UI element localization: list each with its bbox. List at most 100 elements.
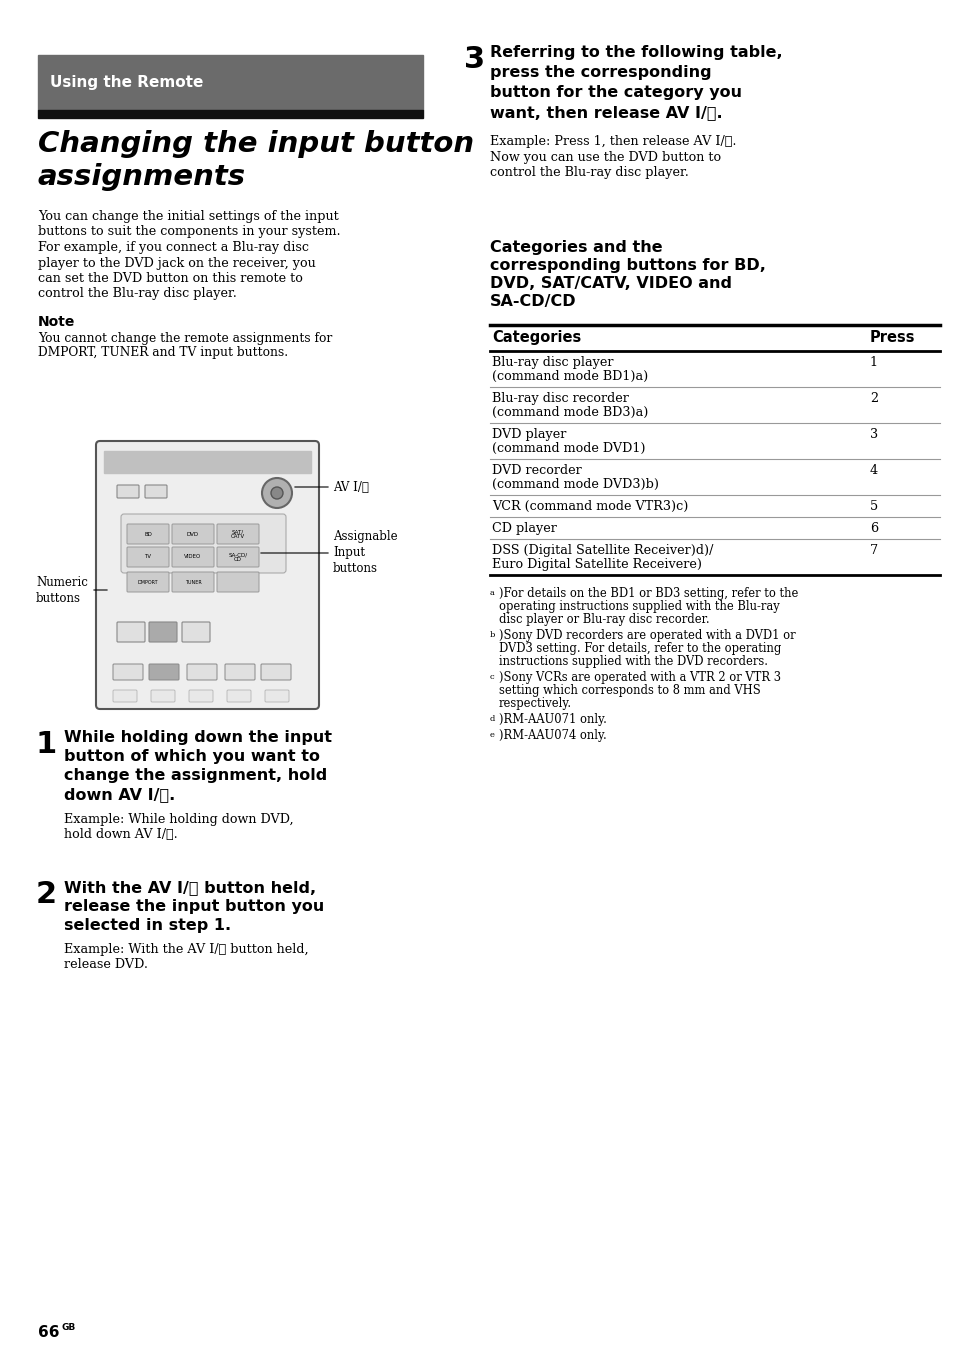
Text: button for the category you: button for the category you [490,85,741,100]
Text: You can change the initial settings of the input: You can change the initial settings of t… [38,210,338,223]
Text: control the Blu-ray disc player.: control the Blu-ray disc player. [490,166,688,178]
FancyBboxPatch shape [227,690,251,702]
Text: release DVD.: release DVD. [64,959,148,971]
Text: For example, if you connect a Blu-ray disc: For example, if you connect a Blu-ray di… [38,241,309,254]
Text: control the Blu-ray disc player.: control the Blu-ray disc player. [38,288,236,300]
Text: DVD: DVD [187,531,199,537]
Text: SA-CD/CD: SA-CD/CD [490,293,576,310]
Text: Referring to the following table,: Referring to the following table, [490,45,781,59]
Text: 3: 3 [869,429,877,441]
FancyBboxPatch shape [151,690,174,702]
Text: With the AV I/⏻ button held,: With the AV I/⏻ button held, [64,880,315,895]
Text: (command mode BD1)a): (command mode BD1)a) [492,370,648,383]
Text: 6: 6 [869,522,877,535]
Text: e: e [490,731,495,740]
Text: player to the DVD jack on the receiver, you: player to the DVD jack on the receiver, … [38,257,315,269]
Text: can set the DVD button on this remote to: can set the DVD button on this remote to [38,272,302,285]
FancyBboxPatch shape [127,572,169,592]
FancyBboxPatch shape [145,485,167,498]
Text: Example: While holding down DVD,: Example: While holding down DVD, [64,813,294,826]
Text: down AV I/⏻.: down AV I/⏻. [64,787,175,802]
Text: Example: Press 1, then release AV I/⏻.: Example: Press 1, then release AV I/⏻. [490,135,736,147]
FancyBboxPatch shape [189,690,213,702]
Text: While holding down the input: While holding down the input [64,730,332,745]
Text: CD player: CD player [492,522,557,535]
Text: (command mode DVD3)b): (command mode DVD3)b) [492,479,659,491]
FancyBboxPatch shape [216,548,258,566]
Text: DMPORT, TUNER and TV input buttons.: DMPORT, TUNER and TV input buttons. [38,346,288,360]
Text: Press: Press [869,330,915,345]
FancyBboxPatch shape [265,690,289,702]
Text: Categories and the: Categories and the [490,241,662,256]
Text: SA-CD/
CD: SA-CD/ CD [228,553,247,561]
Text: release the input button you: release the input button you [64,899,324,914]
Text: 2: 2 [869,392,877,406]
FancyBboxPatch shape [149,622,177,642]
Text: 7: 7 [869,544,877,557]
Text: 3: 3 [463,45,485,74]
Text: SAT/
CATV: SAT/ CATV [231,529,245,538]
FancyBboxPatch shape [172,572,213,592]
Text: Note: Note [38,315,75,329]
Text: 1: 1 [869,356,877,369]
FancyBboxPatch shape [117,485,139,498]
Text: instructions supplied with the DVD recorders.: instructions supplied with the DVD recor… [498,654,767,668]
Text: 1: 1 [36,730,57,758]
Text: BD: BD [144,531,152,537]
Text: a: a [490,589,495,598]
FancyBboxPatch shape [216,525,258,544]
Text: VCR (command mode VTR3)c): VCR (command mode VTR3)c) [492,500,688,512]
Circle shape [271,487,283,499]
FancyBboxPatch shape [149,664,179,680]
Text: 5: 5 [869,500,878,512]
Text: Now you can use the DVD button to: Now you can use the DVD button to [490,150,720,164]
Text: AV I/⏻: AV I/⏻ [333,481,369,493]
Text: Blu-ray disc player: Blu-ray disc player [492,356,613,369]
Text: press the corresponding: press the corresponding [490,65,711,80]
Text: Categories: Categories [492,330,580,345]
Text: b: b [490,631,495,639]
FancyBboxPatch shape [117,622,145,642]
FancyBboxPatch shape [121,514,286,573]
Text: Assignable
Input
buttons: Assignable Input buttons [333,530,397,575]
Text: You cannot change the remote assignments for: You cannot change the remote assignments… [38,333,332,345]
FancyBboxPatch shape [216,572,258,592]
Text: c: c [490,673,494,681]
Text: )Sony VCRs are operated with a VTR 2 or VTR 3: )Sony VCRs are operated with a VTR 2 or … [498,671,781,684]
Text: 2: 2 [36,880,57,909]
FancyBboxPatch shape [112,664,143,680]
Text: DVD, SAT/CATV, VIDEO and: DVD, SAT/CATV, VIDEO and [490,276,731,291]
FancyBboxPatch shape [127,548,169,566]
Text: )For details on the BD1 or BD3 setting, refer to the: )For details on the BD1 or BD3 setting, … [498,587,798,600]
Text: Blu-ray disc recorder: Blu-ray disc recorder [492,392,628,406]
Text: )Sony DVD recorders are operated with a DVD1 or: )Sony DVD recorders are operated with a … [498,629,795,642]
Bar [38,55,422,110]
Text: operating instructions supplied with the Blu-ray: operating instructions supplied with the… [498,600,779,612]
Text: selected in step 1.: selected in step 1. [64,918,231,933]
Text: hold down AV I/⏻.: hold down AV I/⏻. [64,827,177,841]
Text: Example: With the AV I/⏻ button held,: Example: With the AV I/⏻ button held, [64,942,309,956]
Text: 66: 66 [38,1325,59,1340]
Circle shape [262,479,292,508]
Text: Changing the input button: Changing the input button [38,130,474,158]
Text: DVD recorder: DVD recorder [492,464,581,477]
FancyBboxPatch shape [112,690,137,702]
Text: TV: TV [144,554,152,560]
Text: buttons to suit the components in your system.: buttons to suit the components in your s… [38,226,340,238]
FancyBboxPatch shape [96,441,318,708]
Text: respectively.: respectively. [498,698,572,710]
Text: Numeric
buttons: Numeric buttons [36,576,88,604]
Text: DMPORT: DMPORT [137,580,158,584]
FancyBboxPatch shape [182,622,210,642]
Text: )RM-AAU071 only.: )RM-AAU071 only. [498,713,606,726]
Text: TUNER: TUNER [185,580,201,584]
Text: disc player or Blu-ray disc recorder.: disc player or Blu-ray disc recorder. [498,612,709,626]
FancyBboxPatch shape [172,525,213,544]
Text: assignments: assignments [38,164,246,191]
Text: d: d [490,715,495,723]
Text: (command mode DVD1): (command mode DVD1) [492,442,645,456]
FancyBboxPatch shape [261,664,291,680]
Text: GB: GB [62,1324,76,1332]
Text: DVD3 setting. For details, refer to the operating: DVD3 setting. For details, refer to the … [498,642,781,654]
FancyBboxPatch shape [127,525,169,544]
